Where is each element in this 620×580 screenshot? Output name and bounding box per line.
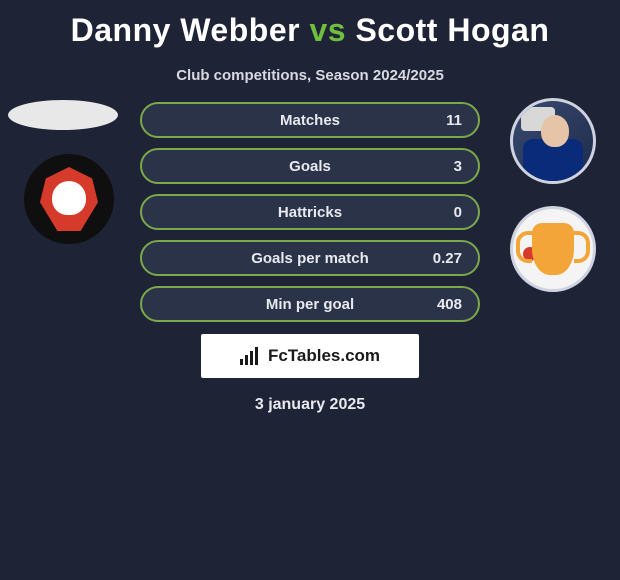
stats-section: Matches 11 Goals 3 Hattricks 0 Goals per…: [0, 100, 620, 414]
face-icon: [541, 115, 569, 147]
stat-label: Matches: [280, 112, 340, 129]
stat-label: Goals per match: [251, 250, 369, 267]
subtitle: Club competitions, Season 2024/2025: [0, 67, 620, 84]
stat-row-hattricks: Hattricks 0: [140, 194, 480, 230]
stat-row-goals-per-match: Goals per match 0.27: [140, 240, 480, 276]
brand-text: FcTables.com: [268, 346, 380, 366]
stat-label: Goals: [289, 158, 331, 175]
stat-row-matches: Matches 11: [140, 102, 480, 138]
player2-club-badge: [510, 206, 596, 292]
stat-row-min-per-goal: Min per goal 408: [140, 286, 480, 322]
player1-club-badge: [24, 154, 114, 244]
stat-label: Min per goal: [266, 296, 354, 313]
stat-right-value: 408: [437, 296, 462, 313]
stat-right-value: 0: [454, 204, 462, 221]
stat-right-value: 11: [446, 112, 462, 129]
stat-label: Hattricks: [278, 204, 342, 221]
bar-chart-icon: [240, 347, 262, 365]
title-player1: Danny Webber: [71, 12, 300, 48]
player1-avatar: [8, 100, 118, 130]
title-player2: Scott Hogan: [355, 12, 549, 48]
stat-row-goals: Goals 3: [140, 148, 480, 184]
player2-avatar: [510, 98, 596, 184]
date-label: 3 january 2025: [0, 396, 620, 414]
stats-list: Matches 11 Goals 3 Hattricks 0 Goals per…: [140, 100, 480, 322]
lion-icon: [40, 167, 98, 231]
title-vs: vs: [309, 12, 346, 48]
trophy-icon: [532, 223, 574, 275]
stat-right-value: 0.27: [433, 250, 462, 267]
stat-right-value: 3: [454, 158, 462, 175]
page-title: Danny Webber vs Scott Hogan: [0, 0, 620, 49]
brand-watermark[interactable]: FcTables.com: [201, 334, 419, 378]
